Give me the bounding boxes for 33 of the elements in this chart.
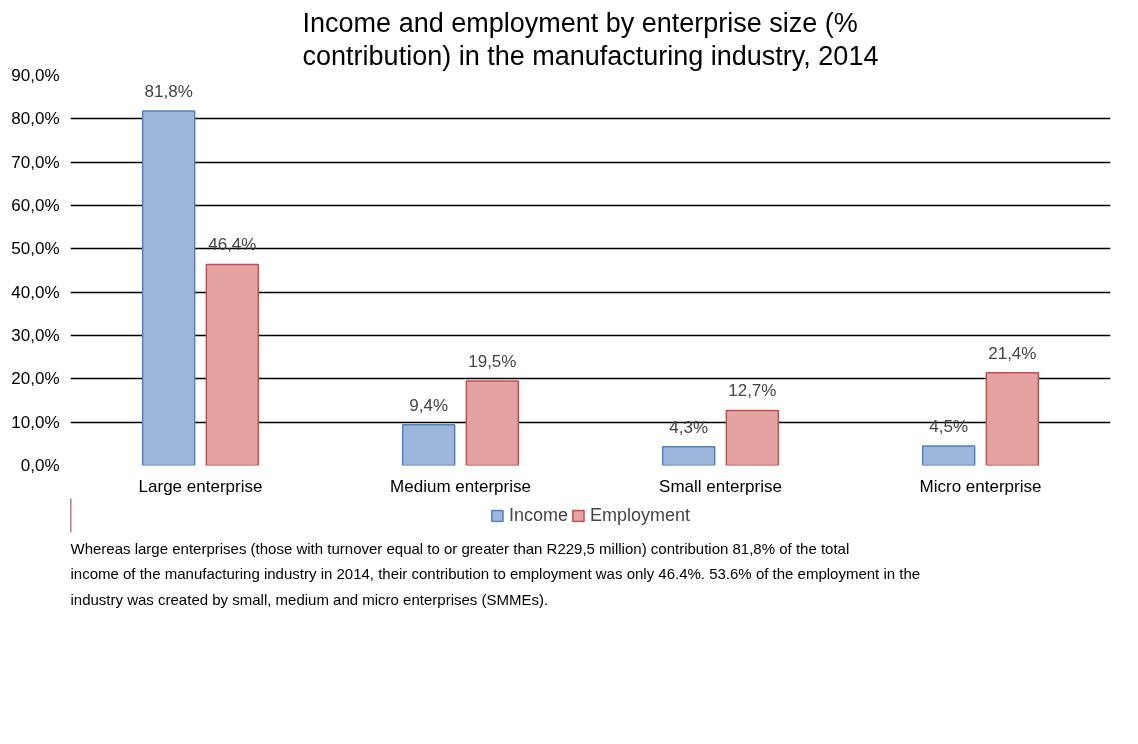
bar xyxy=(465,380,520,466)
legend-label: Income xyxy=(508,504,568,526)
bar xyxy=(661,446,716,466)
legend-label: Employment xyxy=(589,504,691,526)
text: Whereas large enterprises (those with turnover equal to or greater than R229,5 million) contribution 81,8% of the total income of the manufacturing industry in 2014, their contribution to employment was only 46.4%. 53.6% of the employment in the industry was created by small, medium and micro enterprises (SMMEs). xyxy=(70,539,921,608)
bar xyxy=(205,263,260,466)
y-tick-label: 0,0% xyxy=(20,456,60,475)
bar xyxy=(401,424,456,466)
bar xyxy=(141,110,196,466)
y-tick-label: 30,0% xyxy=(11,326,60,345)
data-label: 19,5% xyxy=(468,352,517,371)
data-label: 4,5% xyxy=(929,417,969,436)
y-tick-label: 80,0% xyxy=(11,109,60,129)
data-label: 12,7% xyxy=(728,381,777,401)
data-label: 4,3% xyxy=(669,417,709,437)
data-label: 9,4% xyxy=(409,395,449,415)
x-tick-label: Medium enterprise xyxy=(390,476,531,496)
x-tick-label: Large enterprise xyxy=(138,476,263,496)
y-tick-label: 10,0% xyxy=(11,412,60,432)
bar xyxy=(725,409,780,466)
bar xyxy=(985,372,1040,466)
x-tick-label: Micro enterprise xyxy=(919,476,1042,496)
x-tick-label: Small enterprise xyxy=(659,476,782,496)
data-label: 21,4% xyxy=(988,343,1037,363)
y-tick-label: 20,0% xyxy=(11,369,60,389)
y-tick-label: 60,0% xyxy=(11,196,60,215)
y-tick-label: 70,0% xyxy=(11,152,60,172)
y-tick-label: 40,0% xyxy=(11,282,60,302)
bar xyxy=(921,445,976,466)
chart-title: Income and employment by enterprise size (% contribution) in the manufacturing industry, 2014 xyxy=(302,7,879,71)
data-label: 81,8% xyxy=(144,82,193,102)
y-tick-label: 50,0% xyxy=(11,239,60,259)
y-tick-label: 90,0% xyxy=(11,66,60,85)
